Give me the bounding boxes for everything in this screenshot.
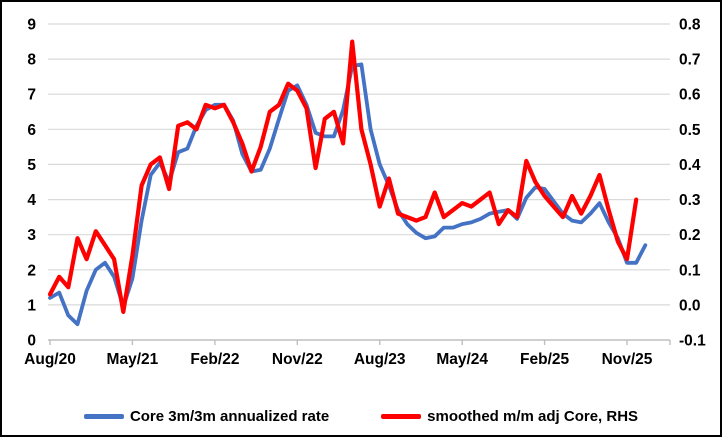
legend-swatch-red (381, 414, 422, 419)
left-axis-tick-label: 0 (27, 333, 36, 350)
right-axis-tick-label: 0.2 (679, 227, 701, 244)
right-axis-tick-label: -0.1 (679, 333, 706, 350)
left-axis-tick-label: 2 (27, 262, 36, 279)
x-axis-tick-label: May/24 (436, 351, 488, 368)
red-series-line (47, 39, 639, 314)
left-axis-tick-label: 5 (27, 157, 36, 174)
right-axis-tick-label: 0.5 (679, 122, 701, 139)
x-axis-tick-label: Aug/23 (354, 351, 406, 368)
x-axis-tick-label: Feb/25 (520, 351, 569, 368)
legend-swatch-blue (83, 414, 124, 419)
left-axis-tick-label: 8 (27, 52, 36, 69)
x-axis-tick-label: Feb/22 (190, 351, 239, 368)
left-axis-tick-label: 4 (27, 192, 36, 209)
right-axis-tick-label: 0.1 (679, 262, 701, 279)
x-axis (48, 339, 671, 345)
legend-label-smoothed: smoothed m/m adj Core, RHS (427, 408, 639, 425)
x-axis-tick-label: Aug/20 (24, 351, 76, 368)
right-axis-tick-label: 0.0 (679, 297, 701, 314)
chart-legend: Core 3m/3m annualized rate smoothed m/m … (2, 408, 720, 425)
x-axis-tick-label: May/21 (107, 351, 159, 368)
right-axis-tick-label: 0.3 (679, 192, 701, 209)
x-axis-labels: Aug/20 May/21 Feb/22 Nov/22 Aug/23 May/24 Feb/… (24, 351, 653, 368)
left-axis-tick-label: 1 (27, 297, 36, 314)
x-axis-tick-label: Nov/25 (602, 351, 653, 368)
left-axis-tick-label: 7 (27, 87, 36, 104)
legend-item-core: Core 3m/3m annualized rate (83, 408, 330, 425)
left-axis-labels: 0 1 2 3 4 5 6 7 8 9 (27, 17, 36, 350)
right-axis-labels: -0.1 0.0 0.1 0.2 0.3 0.4 0.5 0.6 0.7 0.8 (679, 17, 706, 350)
legend-item-smoothed: smoothed m/m adj Core, RHS (381, 408, 638, 425)
x-axis-tick-label: Nov/22 (272, 351, 323, 368)
right-axis-tick-label: 0.7 (679, 52, 701, 69)
left-axis-tick-label: 3 (27, 227, 36, 244)
right-axis-tick-label: 0.4 (679, 157, 701, 174)
left-axis-tick-label: 6 (27, 122, 36, 139)
left-axis-tick-label: 9 (27, 17, 36, 34)
right-axis-tick-label: 0.6 (679, 87, 701, 104)
right-axis-tick-label: 0.8 (679, 17, 701, 34)
legend-label-core: Core 3m/3m annualized rate (129, 408, 330, 425)
